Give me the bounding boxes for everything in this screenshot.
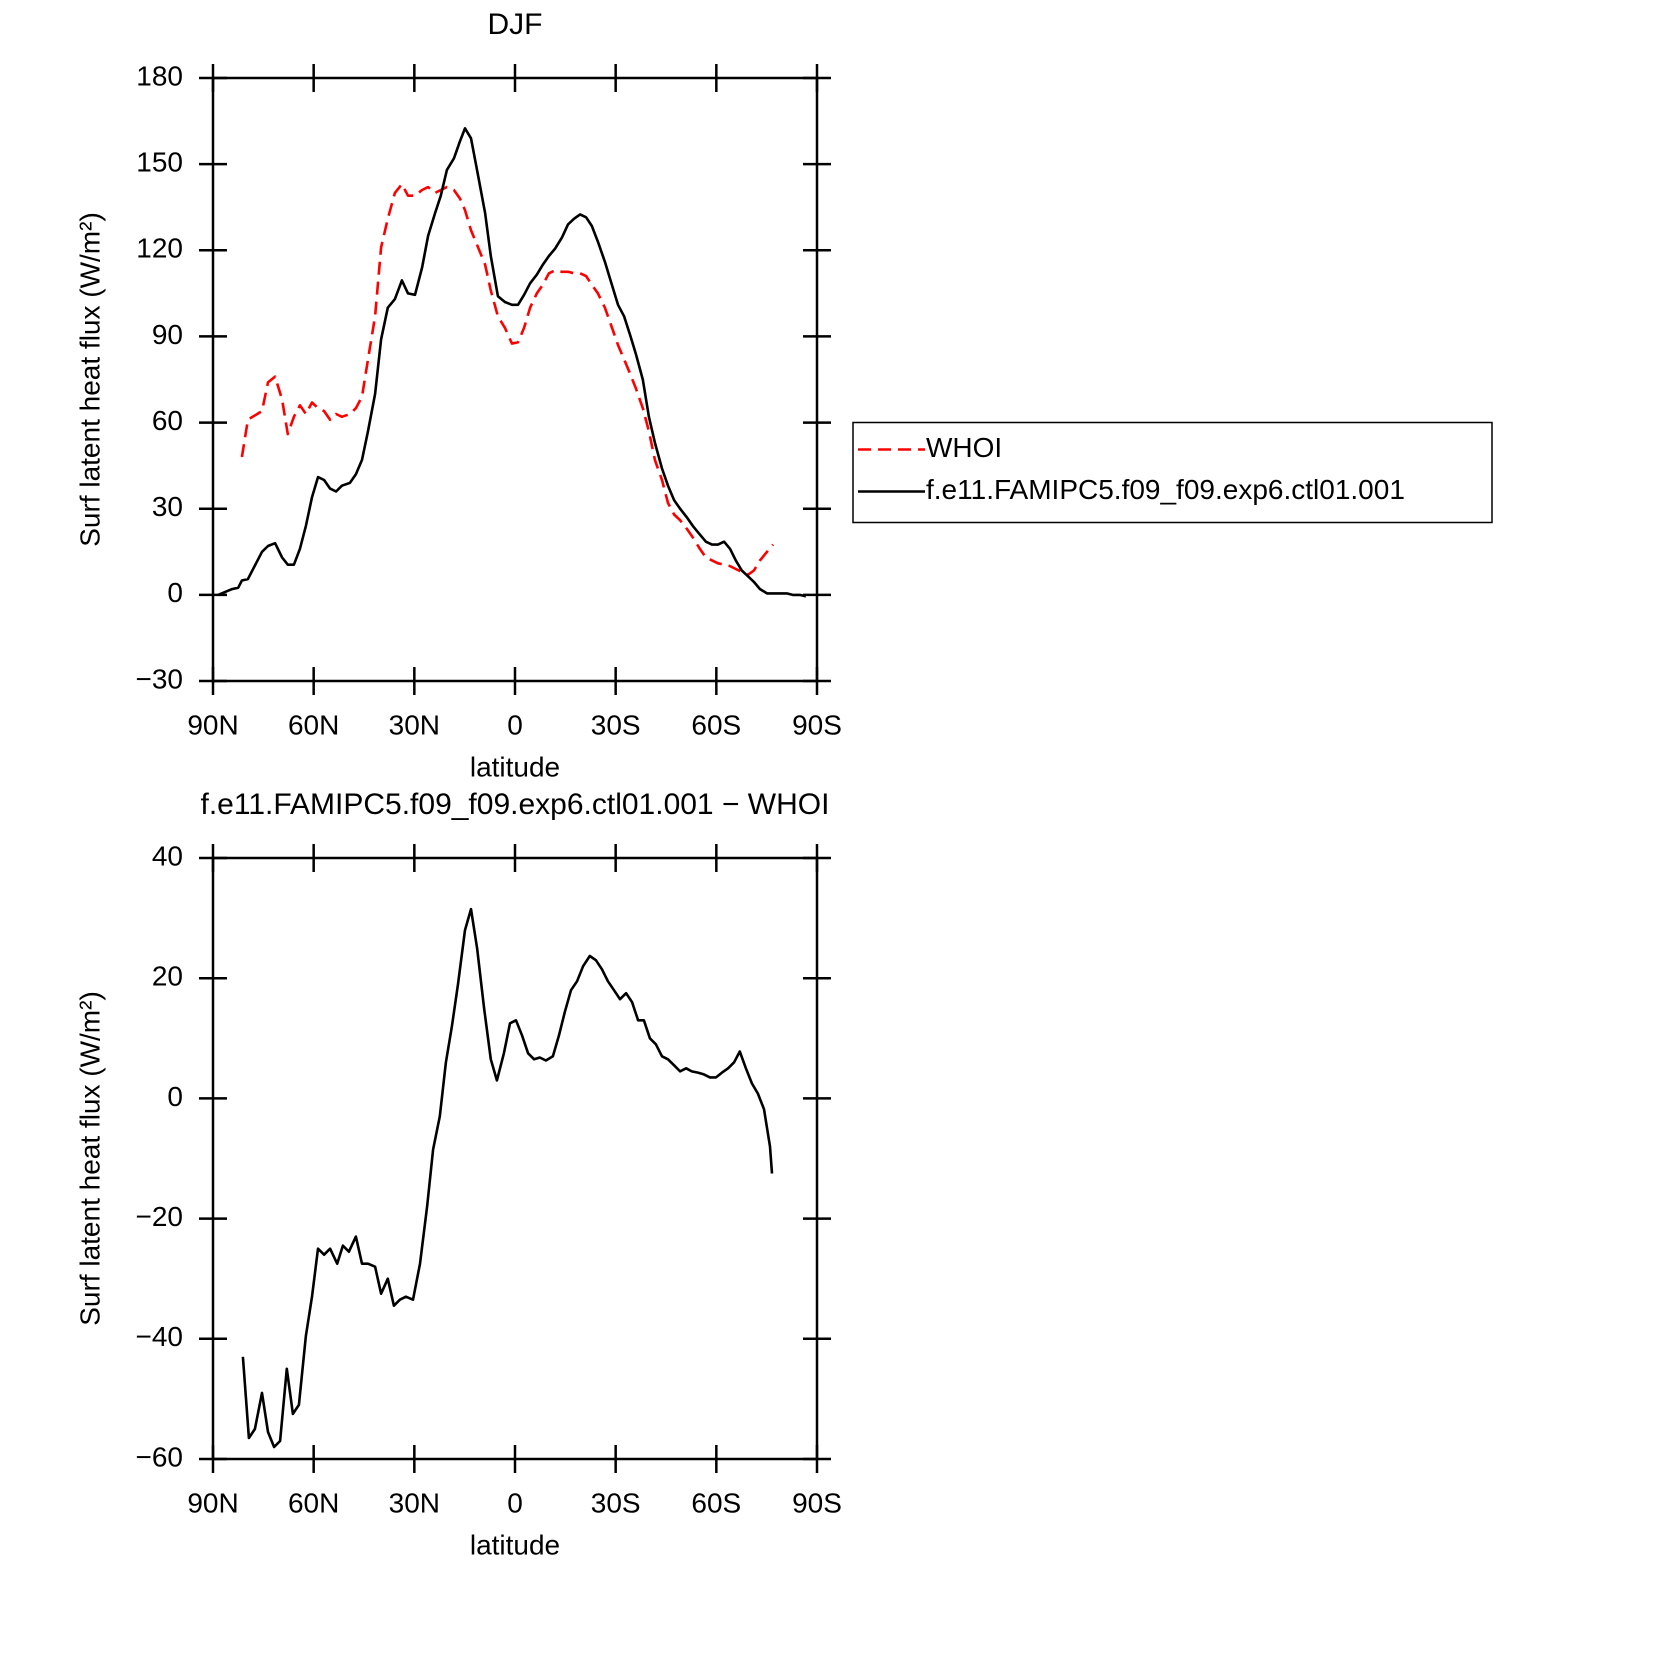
y-tick-label: 120 — [136, 233, 183, 264]
x-tick-label: 0 — [507, 1487, 523, 1518]
y-tick-label: 90 — [152, 319, 183, 350]
legend-label: f.e11.FAMIPC5.f09_f09.exp6.ctl01.001 — [926, 474, 1405, 505]
x-tick-label: 90N — [187, 1487, 238, 1518]
x-tick-label: 30N — [389, 709, 440, 740]
chart-title: f.e11.FAMIPC5.f09_f09.exp6.ctl01.001 − W… — [201, 788, 830, 821]
x-tick-label: 60N — [288, 1487, 339, 1518]
y-tick-label: −60 — [136, 1441, 184, 1472]
plot-frame — [211, 76, 819, 683]
y-tick-label: −40 — [136, 1321, 184, 1352]
x-tick-label: 90S — [792, 1487, 842, 1518]
y-tick-label: 0 — [167, 577, 183, 608]
legend-box — [852, 421, 1493, 524]
data-line — [241, 907, 774, 1449]
x-tick-label: 30S — [591, 1487, 641, 1518]
y-tick-label: −30 — [136, 663, 184, 694]
x-tick-label: 0 — [507, 709, 523, 740]
x-tick-label: 30N — [389, 1487, 440, 1518]
x-tick-label: 60S — [691, 1487, 741, 1518]
y-tick-label: 30 — [152, 491, 183, 522]
chart-title: DJF — [488, 8, 543, 41]
y-tick-label: 60 — [152, 405, 183, 436]
y-tick-label: −20 — [136, 1201, 184, 1232]
y-tick-label: 150 — [136, 147, 183, 178]
x-tick-label: 60S — [691, 709, 741, 740]
x-tick-label: 90N — [187, 709, 238, 740]
x-tick-label: 60N — [288, 709, 339, 740]
data-line — [217, 127, 807, 598]
x-tick-label: 30S — [591, 709, 641, 740]
y-axis-label: Surf latent heat flux (W/m²) — [74, 212, 105, 547]
legend-label: WHOI — [926, 432, 1002, 463]
y-tick-label: 180 — [136, 60, 183, 91]
x-axis-label: latitude — [470, 1529, 560, 1560]
y-axis-label: Surf latent heat flux (W/m²) — [74, 991, 105, 1326]
x-tick-label: 90S — [792, 709, 842, 740]
y-tick-label: 40 — [152, 840, 183, 871]
data-line — [240, 182, 774, 577]
x-axis-label: latitude — [470, 751, 560, 782]
y-tick-label: 20 — [152, 961, 183, 992]
y-tick-label: 0 — [167, 1081, 183, 1112]
